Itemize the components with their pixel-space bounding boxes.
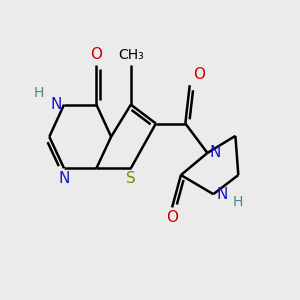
Text: N: N <box>58 171 70 186</box>
Text: S: S <box>126 171 136 186</box>
Text: CH₃: CH₃ <box>118 48 144 62</box>
Text: N: N <box>210 146 221 160</box>
Text: H: H <box>34 86 44 100</box>
Text: N: N <box>216 187 228 202</box>
Text: O: O <box>193 67 205 82</box>
Text: H: H <box>232 194 243 208</box>
Text: O: O <box>90 47 102 62</box>
Text: N: N <box>50 97 62 112</box>
Text: O: O <box>166 210 178 225</box>
